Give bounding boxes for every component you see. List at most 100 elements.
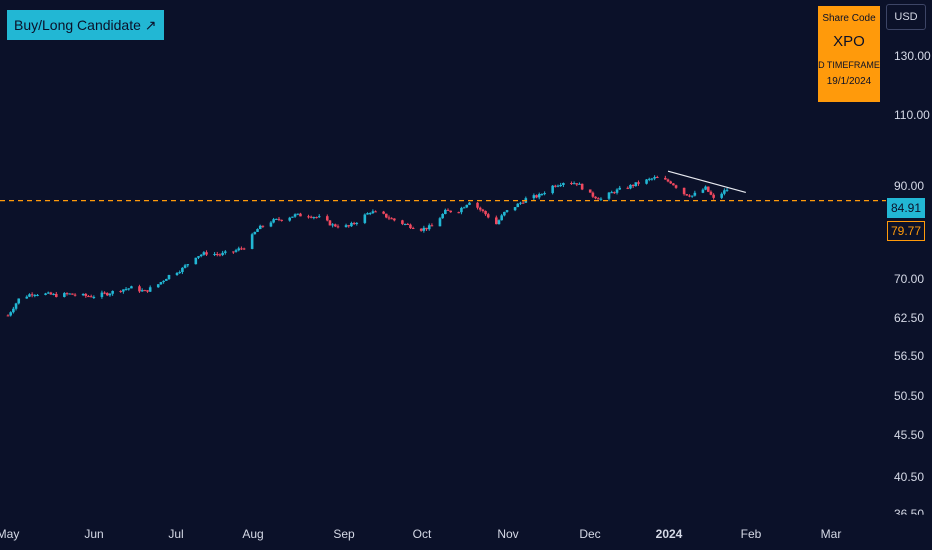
candle-body <box>312 217 316 219</box>
candle-body <box>143 290 147 292</box>
y-tick-label: 56.50 <box>894 349 925 363</box>
candle-body <box>275 218 278 220</box>
y-tick-label: 45.50 <box>894 428 925 442</box>
y-tick-label: 40.50 <box>894 470 925 484</box>
candle-body <box>637 182 640 184</box>
candle-body <box>409 224 412 229</box>
candle-body <box>653 177 656 179</box>
candle-body <box>720 193 723 198</box>
candle-body <box>505 210 509 212</box>
candle-body <box>127 288 131 290</box>
candle-body <box>33 295 37 297</box>
candle-body <box>307 216 310 218</box>
candle-body <box>138 286 141 292</box>
candle-body <box>296 213 300 215</box>
candle-body <box>30 294 34 296</box>
y-tick-label: 90.00 <box>894 179 925 193</box>
candle-body <box>457 212 461 214</box>
candle-body <box>645 179 648 184</box>
candle-body <box>618 187 622 190</box>
candle-body <box>44 293 47 295</box>
candle-body <box>368 213 372 215</box>
candle-body <box>674 185 678 188</box>
candle-body <box>599 198 603 200</box>
candle-body <box>666 179 670 182</box>
candle-body <box>570 183 573 185</box>
x-tick-label: May <box>0 527 20 541</box>
candle-body <box>532 195 536 199</box>
candle-body <box>497 220 501 225</box>
candle-body <box>484 210 487 215</box>
candle-body <box>403 223 407 225</box>
candle-body <box>594 196 597 199</box>
y-tick-label: 50.50 <box>894 389 925 403</box>
candle-body <box>513 207 517 211</box>
candle-body <box>334 224 337 227</box>
candle-body <box>712 194 715 198</box>
candle-body <box>68 293 72 295</box>
candle-body <box>25 296 29 299</box>
candle-body <box>591 192 595 197</box>
candle-body <box>344 225 348 228</box>
candles-layer <box>6 175 729 317</box>
share-code: XPO <box>833 33 865 50</box>
y-tick-label: 70.00 <box>894 272 925 286</box>
candle-body <box>406 223 410 225</box>
candle-body <box>725 189 729 191</box>
x-tick-label: Oct <box>412 527 432 541</box>
timeframe-label: D TIMEFRAME <box>818 60 880 70</box>
candle-body <box>12 308 15 313</box>
candle-body <box>672 183 675 186</box>
candle-body <box>575 183 579 185</box>
candle-body <box>277 218 281 220</box>
candle-body <box>205 252 208 255</box>
candle-body <box>256 229 259 232</box>
date-label: 19/1/2024 <box>826 76 872 87</box>
candle-body <box>596 198 600 200</box>
candle-body <box>481 209 485 211</box>
y-tick-label: 110.00 <box>894 108 930 122</box>
candle-body <box>202 252 206 255</box>
candle-body <box>486 214 490 218</box>
candle-body <box>387 217 391 219</box>
share-code-title: Share Code <box>822 13 876 24</box>
candle-body <box>92 296 96 298</box>
y-tick-label: 130.00 <box>894 49 931 63</box>
candle-body <box>213 253 216 255</box>
currency-button[interactable]: USD <box>886 4 926 30</box>
candle-body <box>516 203 520 208</box>
candle-body <box>521 202 525 204</box>
candle-body <box>610 192 613 194</box>
candle-body <box>46 292 50 294</box>
candle-body <box>103 292 106 294</box>
candle-body <box>317 216 321 218</box>
candle-body <box>706 186 710 192</box>
candle-body <box>164 279 168 281</box>
trend-line[interactable] <box>667 170 746 193</box>
candle-body <box>430 225 434 227</box>
candle-body <box>543 193 546 195</box>
candle-body <box>73 294 77 296</box>
candle-body <box>124 288 128 290</box>
candle-body <box>89 296 93 298</box>
candle-body <box>148 287 152 292</box>
candle-body <box>556 185 560 187</box>
candle-body <box>419 228 423 231</box>
candle-body <box>87 296 90 298</box>
candle-body <box>84 293 88 297</box>
candle-body <box>140 290 144 292</box>
candle-body <box>631 184 635 187</box>
candle-body <box>580 183 584 190</box>
candle-body <box>393 218 396 221</box>
candle-body <box>709 191 713 195</box>
candle-body <box>291 216 294 218</box>
candle-body <box>146 290 149 292</box>
candle-body <box>468 202 471 205</box>
candle-body <box>554 185 557 187</box>
candle-body <box>347 225 351 227</box>
candle-body <box>495 217 498 225</box>
share-info-box: Share Code XPO D TIMEFRAME 19/1/2024 <box>818 6 880 102</box>
candle-body <box>65 293 69 295</box>
last-price-tag: 84.91 <box>887 198 925 218</box>
